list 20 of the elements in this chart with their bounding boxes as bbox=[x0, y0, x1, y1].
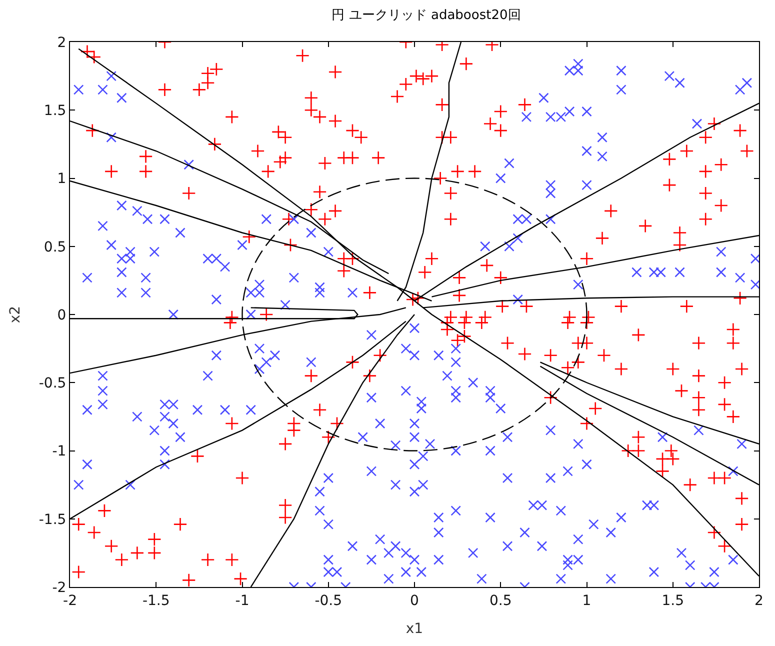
x-tick-label: -1 bbox=[235, 592, 250, 609]
x-tick-label: 1.5 bbox=[662, 592, 684, 609]
y-tick-label: 1 bbox=[57, 171, 66, 188]
y-tick-label: 0 bbox=[57, 307, 66, 324]
chart-title: 円 ユークリッド adaboost20回 bbox=[332, 8, 521, 23]
x-tick-label: 1 bbox=[582, 592, 592, 609]
x-tick-label: 0.5 bbox=[489, 592, 512, 609]
x-tick-label: -1.5 bbox=[142, 592, 170, 609]
y-tick-label: -1 bbox=[52, 444, 66, 460]
x-tick-label: -0.5 bbox=[314, 592, 342, 609]
x-tick-label: 2 bbox=[754, 592, 764, 609]
y-tick-label: 1.5 bbox=[44, 103, 66, 120]
y-tick-label: 0.5 bbox=[44, 239, 66, 256]
x-tick-label: 0 bbox=[410, 592, 419, 609]
y-tick-label: -1.5 bbox=[38, 512, 66, 528]
x-axis-title: x1 bbox=[406, 621, 424, 638]
y-axis-title: x2 bbox=[7, 306, 24, 324]
y-tick-label: -2 bbox=[52, 580, 66, 596]
y-tick-label: 2 bbox=[57, 34, 66, 51]
y-tick-label: -0.5 bbox=[38, 376, 66, 392]
